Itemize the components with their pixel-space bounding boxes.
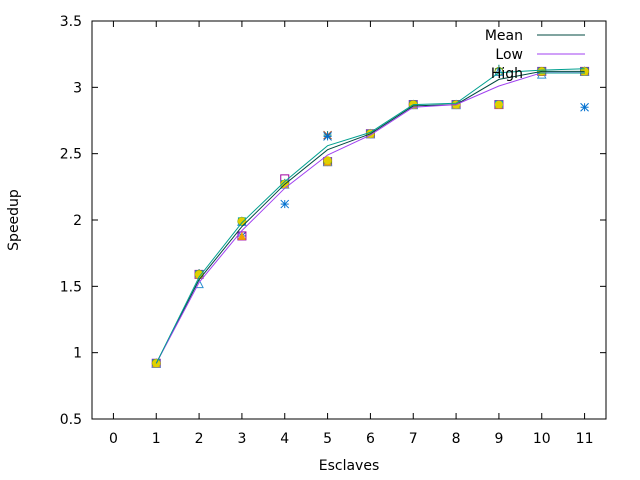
x-tick-label: 9: [494, 431, 503, 447]
x-tick-label: 3: [237, 431, 246, 447]
y-tick-label: 3: [73, 80, 82, 96]
data-point-filled-circle: [323, 156, 332, 165]
x-axis-label: Esclaves: [319, 458, 380, 474]
x-tick-label: 8: [452, 431, 461, 447]
x-tick-label: 0: [109, 431, 118, 447]
y-tick-label: 2: [73, 213, 82, 229]
x-tick-label: 2: [195, 431, 204, 447]
data-point-filled-circle: [195, 270, 204, 279]
legend-label-mean: Mean: [485, 28, 523, 44]
legend: Mean Low High: [485, 28, 585, 82]
data-point-star: [323, 132, 332, 141]
x-tick-label: 10: [533, 431, 551, 447]
data-point-filled-triangle: [237, 231, 246, 240]
data-point-filled-circle: [494, 100, 503, 109]
y-tick-label: 0.5: [60, 412, 82, 428]
data-point-star: [280, 199, 290, 209]
legend-label-high: High: [491, 66, 523, 82]
y-axis-label: Speedup: [6, 189, 22, 251]
legend-label-low: Low: [495, 47, 523, 63]
series-line-high: [155, 68, 585, 364]
series-line-low: [155, 72, 585, 364]
x-tick-label: 7: [409, 431, 418, 447]
data-point-filled-circle: [152, 359, 161, 368]
series-line-mean: [155, 70, 585, 364]
data-point-star: [580, 102, 589, 112]
x-tick-label: 1: [152, 431, 161, 447]
data-point-filled-circle: [237, 217, 246, 226]
x-tick-label: 6: [366, 431, 375, 447]
axis-ticks: 0 1 2 3 4 5 6 7 8 9 10 11 0.5 1 1.5 2 2.5 3 3.5: [60, 14, 606, 447]
x-tick-label: 5: [323, 431, 332, 447]
plot-marks: [151, 64, 590, 368]
x-tick-label: 4: [280, 431, 289, 447]
y-tick-label: 1: [73, 346, 82, 362]
y-tick-label: 3.5: [60, 14, 82, 30]
x-tick-label: 11: [576, 431, 594, 447]
y-tick-label: 1.5: [60, 279, 82, 295]
y-tick-label: 2.5: [60, 147, 82, 163]
data-point-triangle: [494, 66, 504, 76]
